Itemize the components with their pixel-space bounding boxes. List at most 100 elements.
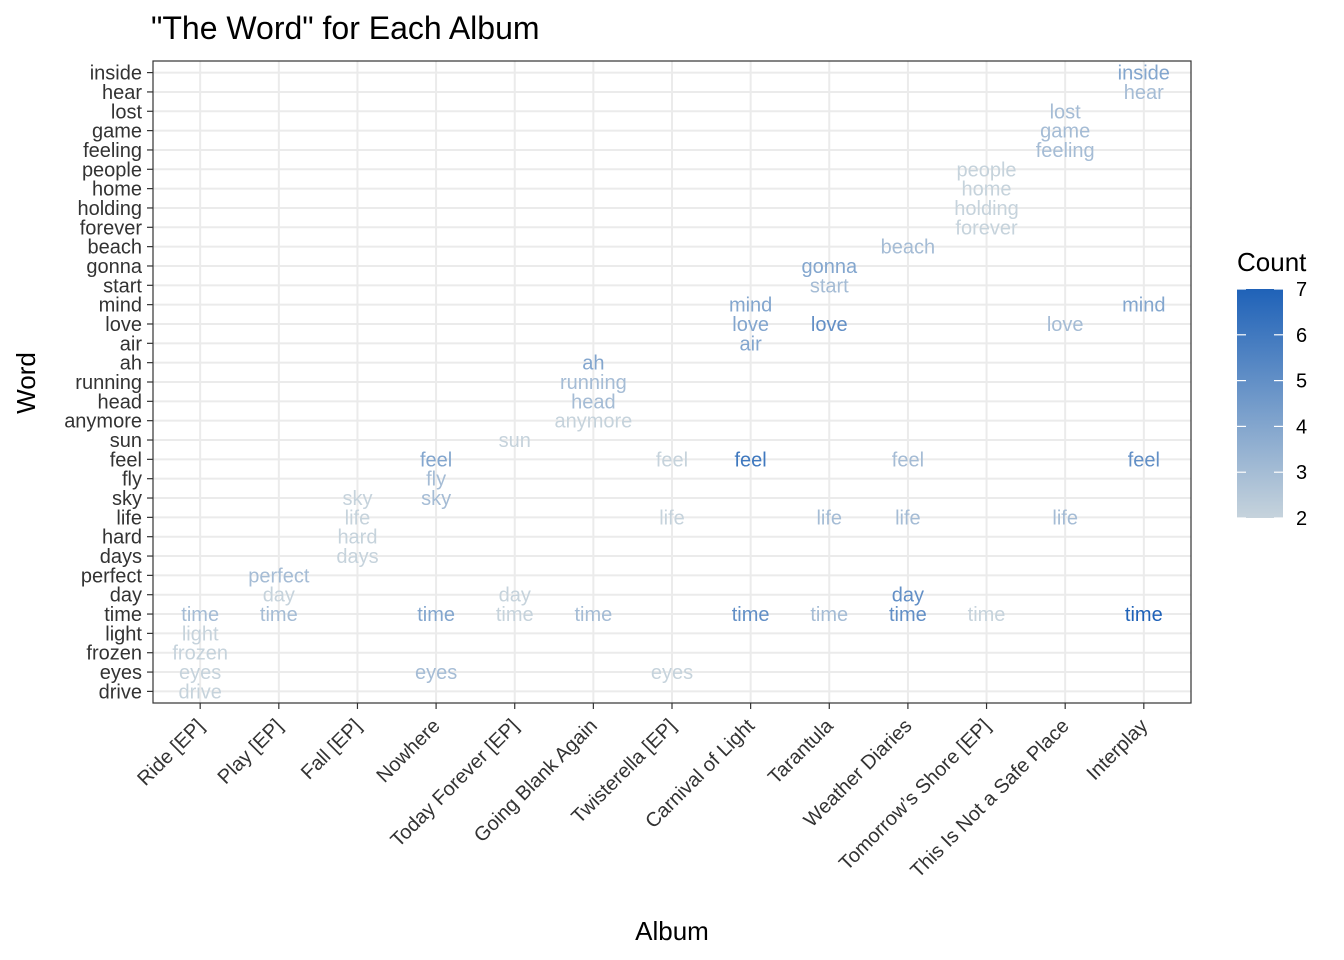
word-label: lost <box>1050 101 1082 123</box>
y-tick-label: light <box>105 623 142 645</box>
y-tick-label: love <box>105 314 142 336</box>
legend-tick-label: 5 <box>1296 371 1307 393</box>
word-label: life <box>345 507 371 529</box>
x-tick-label: Ride [EP] <box>133 715 208 790</box>
word-label: air <box>740 333 763 355</box>
word-label: sky <box>342 488 372 510</box>
word-label: love <box>732 314 769 336</box>
word-label: perfect <box>248 565 310 587</box>
y-tick-label: mind <box>99 295 142 317</box>
word-label: eyes <box>415 662 457 684</box>
word-label: time <box>1125 604 1163 626</box>
word-label: running <box>560 372 627 394</box>
word-label: time <box>260 604 298 626</box>
x-tick-label: Tarantula <box>764 714 838 788</box>
word-label: time <box>417 604 455 626</box>
y-tick-label: life <box>116 507 142 529</box>
word-label: love <box>811 314 848 336</box>
legend-title: Count <box>1237 247 1307 277</box>
word-label: mind <box>1122 295 1165 317</box>
word-label: eyes <box>651 662 693 684</box>
y-tick-label: people <box>82 159 142 181</box>
grid-lines <box>153 61 1191 703</box>
legend-tick-label: 4 <box>1296 416 1307 438</box>
y-tick-label: home <box>92 179 142 201</box>
word-label: feeling <box>1036 140 1095 162</box>
y-tick-label: ah <box>120 353 142 375</box>
y-tick-label: days <box>100 546 142 568</box>
word-label: feel <box>1128 449 1160 471</box>
word-label: eyes <box>179 662 221 684</box>
word-label: light <box>182 623 219 645</box>
y-tick-label: start <box>103 275 142 297</box>
word-label: time <box>889 604 927 626</box>
y-tick-label: running <box>75 372 142 394</box>
legend: Count 2 3 4 5 6 7 <box>1237 247 1307 530</box>
y-tick-label: perfect <box>81 565 143 587</box>
word-label: ah <box>582 353 604 375</box>
y-tick-label: holding <box>77 198 142 220</box>
legend-colorbar <box>1237 289 1283 518</box>
y-tick-label: hear <box>102 82 142 104</box>
y-tick-label: lost <box>111 101 143 123</box>
y-tick-label: hard <box>102 527 142 549</box>
word-label: holding <box>954 198 1019 220</box>
x-tick-label: Tomorrow’s Shore [EP] <box>835 715 995 875</box>
word-label: fly <box>426 469 446 491</box>
word-label: game <box>1040 121 1090 143</box>
y-tick-label: time <box>104 604 142 626</box>
x-tick-label: Interplay <box>1083 715 1153 785</box>
word-label: time <box>574 604 612 626</box>
x-tick-label: This Is Not a Safe Place <box>906 715 1073 882</box>
word-label: life <box>1052 507 1078 529</box>
word-label: life <box>816 507 842 529</box>
legend-tick-label: 3 <box>1296 462 1307 484</box>
word-label: home <box>962 179 1012 201</box>
x-tick-label: Fall [EP] <box>297 715 366 784</box>
word-label: beach <box>881 237 936 259</box>
y-tick-label: sky <box>112 488 142 510</box>
y-tick-label: feel <box>110 449 142 471</box>
y-tick-label: game <box>92 121 142 143</box>
y-tick-label: inside <box>90 63 142 85</box>
word-label: time <box>968 604 1006 626</box>
legend-ticks: 2 3 4 5 6 7 <box>1237 279 1307 530</box>
word-label: frozen <box>172 643 228 665</box>
y-tick-label: air <box>120 333 143 355</box>
word-label: hear <box>1124 82 1164 104</box>
word-label: gonna <box>801 256 857 278</box>
y-tick-label: eyes <box>100 662 142 684</box>
y-tick-label: frozen <box>86 643 142 665</box>
x-axis: Ride [EP] Play [EP] Fall [EP] NowhereToday … <box>133 703 1152 882</box>
chart-title: "The Word" for Each Album <box>151 10 540 46</box>
word-label: start <box>810 275 849 297</box>
word-label: day <box>499 585 531 607</box>
y-tick-label: head <box>98 391 143 413</box>
y-tick-label: feeling <box>83 140 142 162</box>
word-label: life <box>659 507 685 529</box>
word-label: anymore <box>554 411 632 433</box>
x-tick-label: Nowhere <box>372 715 444 787</box>
word-label: day <box>263 585 295 607</box>
word-label: feel <box>656 449 688 471</box>
word-label: mind <box>729 295 772 317</box>
word-label: people <box>957 159 1017 181</box>
x-tick-label: Play [EP] <box>214 715 288 789</box>
word-label: day <box>892 585 924 607</box>
y-tick-label: fly <box>122 469 142 491</box>
word-label: feel <box>420 449 452 471</box>
y-tick-label: anymore <box>64 411 142 433</box>
word-label: days <box>336 546 378 568</box>
word-label: love <box>1047 314 1084 336</box>
y-axis: driveeyesfrozenlighttimedayperfectdaysha… <box>64 63 153 703</box>
y-axis-title: Word <box>11 352 41 414</box>
legend-tick-label: 2 <box>1296 508 1307 530</box>
x-axis-title: Album <box>635 916 709 946</box>
word-label: forever <box>955 217 1018 239</box>
word-label: time <box>810 604 848 626</box>
y-tick-label: day <box>110 585 142 607</box>
word-label: hard <box>337 527 377 549</box>
word-label: time <box>496 604 534 626</box>
word-label: time <box>732 604 770 626</box>
